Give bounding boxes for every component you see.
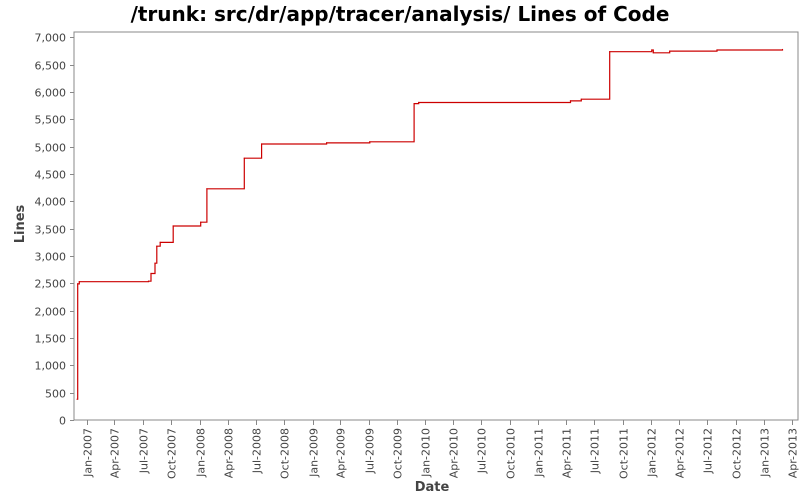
x-tick-label: Jan-2011 [533,428,546,478]
y-tick-label: 4,500 [35,169,67,182]
x-tick-label: Apr-2007 [109,428,122,478]
data-point [781,48,784,51]
data-point [154,262,156,264]
y-tick-label: 4,000 [35,196,67,209]
data-point [78,281,80,283]
x-tick-label: Jan-2010 [420,428,433,478]
data-point [609,51,611,53]
data-point [669,50,671,52]
data-point [147,280,150,282]
y-tick-label: 5,000 [35,142,67,155]
data-point [580,98,582,100]
y-tick-label: 500 [45,388,66,401]
x-tick-label: Jul-2008 [251,428,264,474]
y-tick-label: 1,500 [35,333,67,346]
y-axis-title: Lines [13,204,28,243]
data-point [200,221,202,223]
x-tick-label: Apr-2009 [335,428,348,478]
y-tick-label: 6,000 [35,87,67,100]
data-point [651,49,653,51]
y-tick-label: 3,000 [35,251,67,264]
y-tick-label: 1,000 [35,360,67,373]
x-tick-label: Apr-2008 [223,428,236,478]
x-tick-label: Jan-2007 [82,428,95,478]
y-tick-label: 0 [59,415,66,428]
x-tick-label: Oct-2010 [505,428,518,479]
x-tick-label: Jul-2007 [138,428,151,474]
y-tick-label: 6,500 [35,60,67,73]
x-tick-label: Apr-2013 [787,428,800,478]
x-tick-label: Jul-2009 [364,428,377,474]
data-point [716,49,718,51]
y-tick-label: 2,000 [35,306,67,319]
x-tick-label: Jan-2012 [646,428,659,478]
data-point [243,157,245,159]
data-point [652,52,654,54]
data-point [206,188,208,190]
data-point [77,283,79,285]
x-tick-label: Jul-2010 [476,428,489,474]
x-axis-title: Date [415,480,450,495]
data-point [261,143,263,145]
x-tick-label: Oct-2009 [392,428,405,479]
data-point [159,241,161,243]
x-tick-label: Oct-2007 [166,428,179,479]
x-tick-label: Jan-2009 [308,428,321,478]
y-tick-label: 3,500 [35,224,67,237]
x-tick-label: Apr-2011 [561,428,574,478]
data-point [150,272,152,275]
axes: 0 500 1,000 1,500 2,000 2,500 3,000 3,500 4,000 4… [35,31,800,479]
x-tick-label: Jul-2011 [589,428,602,474]
chart-title: /trunk: src/dr/app/tracer/analysis/ Line… [130,2,670,26]
x-tick-label: Apr-2010 [448,428,461,478]
data-point [369,141,371,143]
plot-frame [73,31,799,421]
y-tick-label: 5,500 [35,114,67,127]
x-tick-label: Apr-2012 [674,428,687,478]
series-line [77,49,784,400]
x-tick-label: Jul-2012 [702,428,715,474]
series-layer [76,48,784,400]
data-point [156,245,158,247]
y-tick-label: 2,500 [35,278,67,291]
x-tick-label: Jan-2008 [195,428,208,478]
data-point [76,398,78,400]
data-point [418,101,420,104]
y-tick-label: 7,000 [35,32,67,45]
x-tick-label: Oct-2012 [731,428,744,479]
x-tick-label: Oct-2011 [618,428,631,479]
data-point [326,142,328,144]
data-point [172,225,174,227]
x-tick-label: Jan-2013 [759,428,772,478]
data-point [413,103,415,105]
data-point [569,100,572,102]
x-tick-label: Oct-2008 [279,428,292,479]
